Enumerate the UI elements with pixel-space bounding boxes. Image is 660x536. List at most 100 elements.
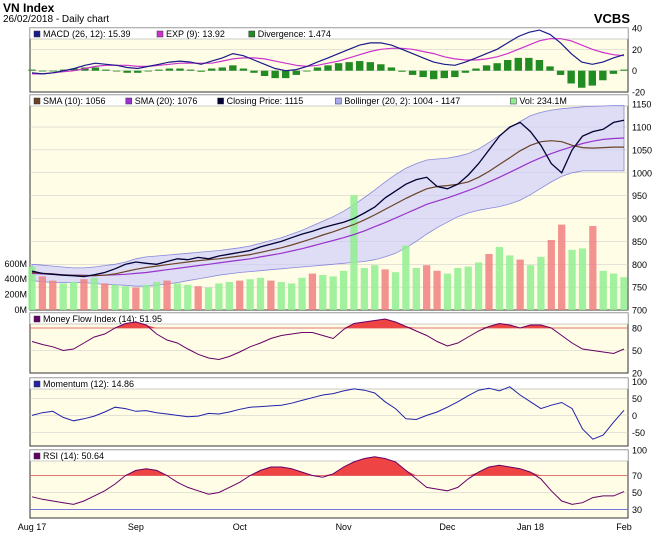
volume-bar [454, 268, 462, 310]
divergence-bar [28, 69, 36, 71]
divergence-bar [546, 66, 554, 71]
divergence-bar [186, 69, 195, 71]
volume-bar [319, 275, 327, 310]
x-axis-label: Dec [439, 522, 456, 532]
price-legend-bar [29, 94, 629, 107]
volume-bar [277, 282, 285, 310]
price-legend-label: Vol: 234.1M [519, 96, 567, 106]
divergence-bar [525, 57, 533, 71]
divergence-bar [260, 70, 269, 76]
divergence-bar [578, 70, 586, 88]
divergence-bar [70, 68, 78, 71]
price-tick-label: 850 [632, 237, 647, 247]
x-axis-label: Nov [336, 522, 353, 532]
brand-label: VCBS [593, 11, 630, 26]
price-legend-swatch [335, 97, 342, 105]
divergence-bar [250, 70, 258, 73]
volume-bar [308, 273, 317, 310]
macd-tick-label: 40 [632, 24, 642, 34]
divergence-bar [38, 70, 47, 72]
divergence-bar [112, 70, 121, 72]
momentum-legend-label: Momentum (12): 14.86 [43, 379, 134, 389]
volume-bar [339, 270, 348, 310]
price-tick-label: 1100 [632, 123, 651, 133]
divergence-bar [556, 70, 565, 75]
price-tick-label: 800 [632, 260, 647, 270]
volume-bar [111, 284, 119, 310]
volume-bar [516, 259, 524, 310]
volume-bar [184, 284, 192, 310]
divergence-bar [504, 60, 512, 71]
divergence-bar [123, 70, 131, 73]
macd-line [31, 29, 625, 75]
divergence-bar [440, 70, 448, 79]
price-legend-label: Bollinger (20, 2): 1004 - 1147 [344, 96, 460, 106]
divergence-bar [430, 70, 438, 80]
divergence-bar [472, 68, 480, 71]
divergence-bar [165, 68, 174, 71]
mfi-legend-swatch [33, 315, 41, 323]
divergence-bar [155, 69, 163, 71]
divergence-bar [334, 63, 343, 71]
volume-bar [288, 283, 296, 310]
volume-bar [59, 283, 67, 310]
price-tick-label: 1050 [632, 145, 652, 155]
volume-bar [350, 195, 358, 310]
volume-tick-label: 0M [14, 305, 27, 315]
price-legend-label: SMA (20): 1076 [135, 96, 198, 106]
closing-price-line [31, 119, 625, 278]
volume-bar [433, 270, 441, 310]
divergence-bar [387, 67, 396, 71]
volume-bar [204, 287, 213, 310]
rsi-panel: RSI (14): 50.64 100 70 50 30 [29, 446, 647, 519]
rsi-legend-swatch [33, 452, 41, 460]
volume-bar [526, 265, 535, 310]
rsi-legend-bar [29, 449, 629, 462]
momentum-line [31, 386, 625, 440]
price-tick-label: 900 [632, 214, 647, 224]
volume-tick-label: 600M [4, 259, 27, 269]
divergence-bar [144, 70, 152, 72]
macd-tick-label: 0 [632, 66, 637, 76]
divergence-bar [239, 68, 248, 71]
volume-bar [474, 262, 483, 310]
volume-bar [163, 280, 171, 310]
rsi-tick-label: 70 [632, 471, 642, 481]
x-axis-label: Sep [128, 522, 144, 532]
volume-bar [69, 282, 78, 310]
volume-bar [620, 277, 628, 310]
macd-tick-label: 20 [632, 45, 642, 55]
x-axis-label: Aug 17 [18, 522, 47, 532]
rsi-tick-label: 30 [632, 505, 642, 515]
volume-bar [101, 283, 109, 310]
divergence-bar [599, 70, 607, 81]
divergence-bar [218, 67, 226, 71]
divergence-bar [377, 64, 385, 71]
volume-bar [132, 287, 140, 310]
mfi-line [31, 318, 625, 361]
divergence-bar [208, 68, 216, 71]
volume-bar [267, 280, 275, 310]
rsi-plot-area [29, 449, 629, 519]
macd-tick-label: -20 [632, 88, 645, 98]
price-tick-label: 950 [632, 191, 647, 201]
volume-bar [28, 266, 36, 310]
momentum-legend-swatch [33, 380, 41, 388]
x-axis-label: Jan 18 [517, 522, 544, 532]
volume-bar [423, 265, 431, 310]
volume-bar [298, 277, 306, 310]
rsi-line [31, 456, 625, 505]
volume-bar [558, 224, 566, 310]
macd-legend-swatch [248, 30, 256, 38]
volume-bar [360, 268, 368, 310]
volume-bar [412, 268, 420, 310]
macd-legend-label: MACD (26, 12): 15.39 [43, 29, 131, 39]
volume-bar [49, 280, 57, 310]
volume-bar [215, 283, 223, 310]
volume-bar [568, 249, 576, 310]
volume-bar [599, 270, 607, 310]
macd-panel: MACD (26, 12): 15.39 EXP (9): 13.92 Diverg… [28, 24, 645, 98]
divergence-bar [366, 62, 374, 71]
divergence-bar [451, 70, 459, 78]
mfi-tick-label: 20 [632, 369, 642, 379]
